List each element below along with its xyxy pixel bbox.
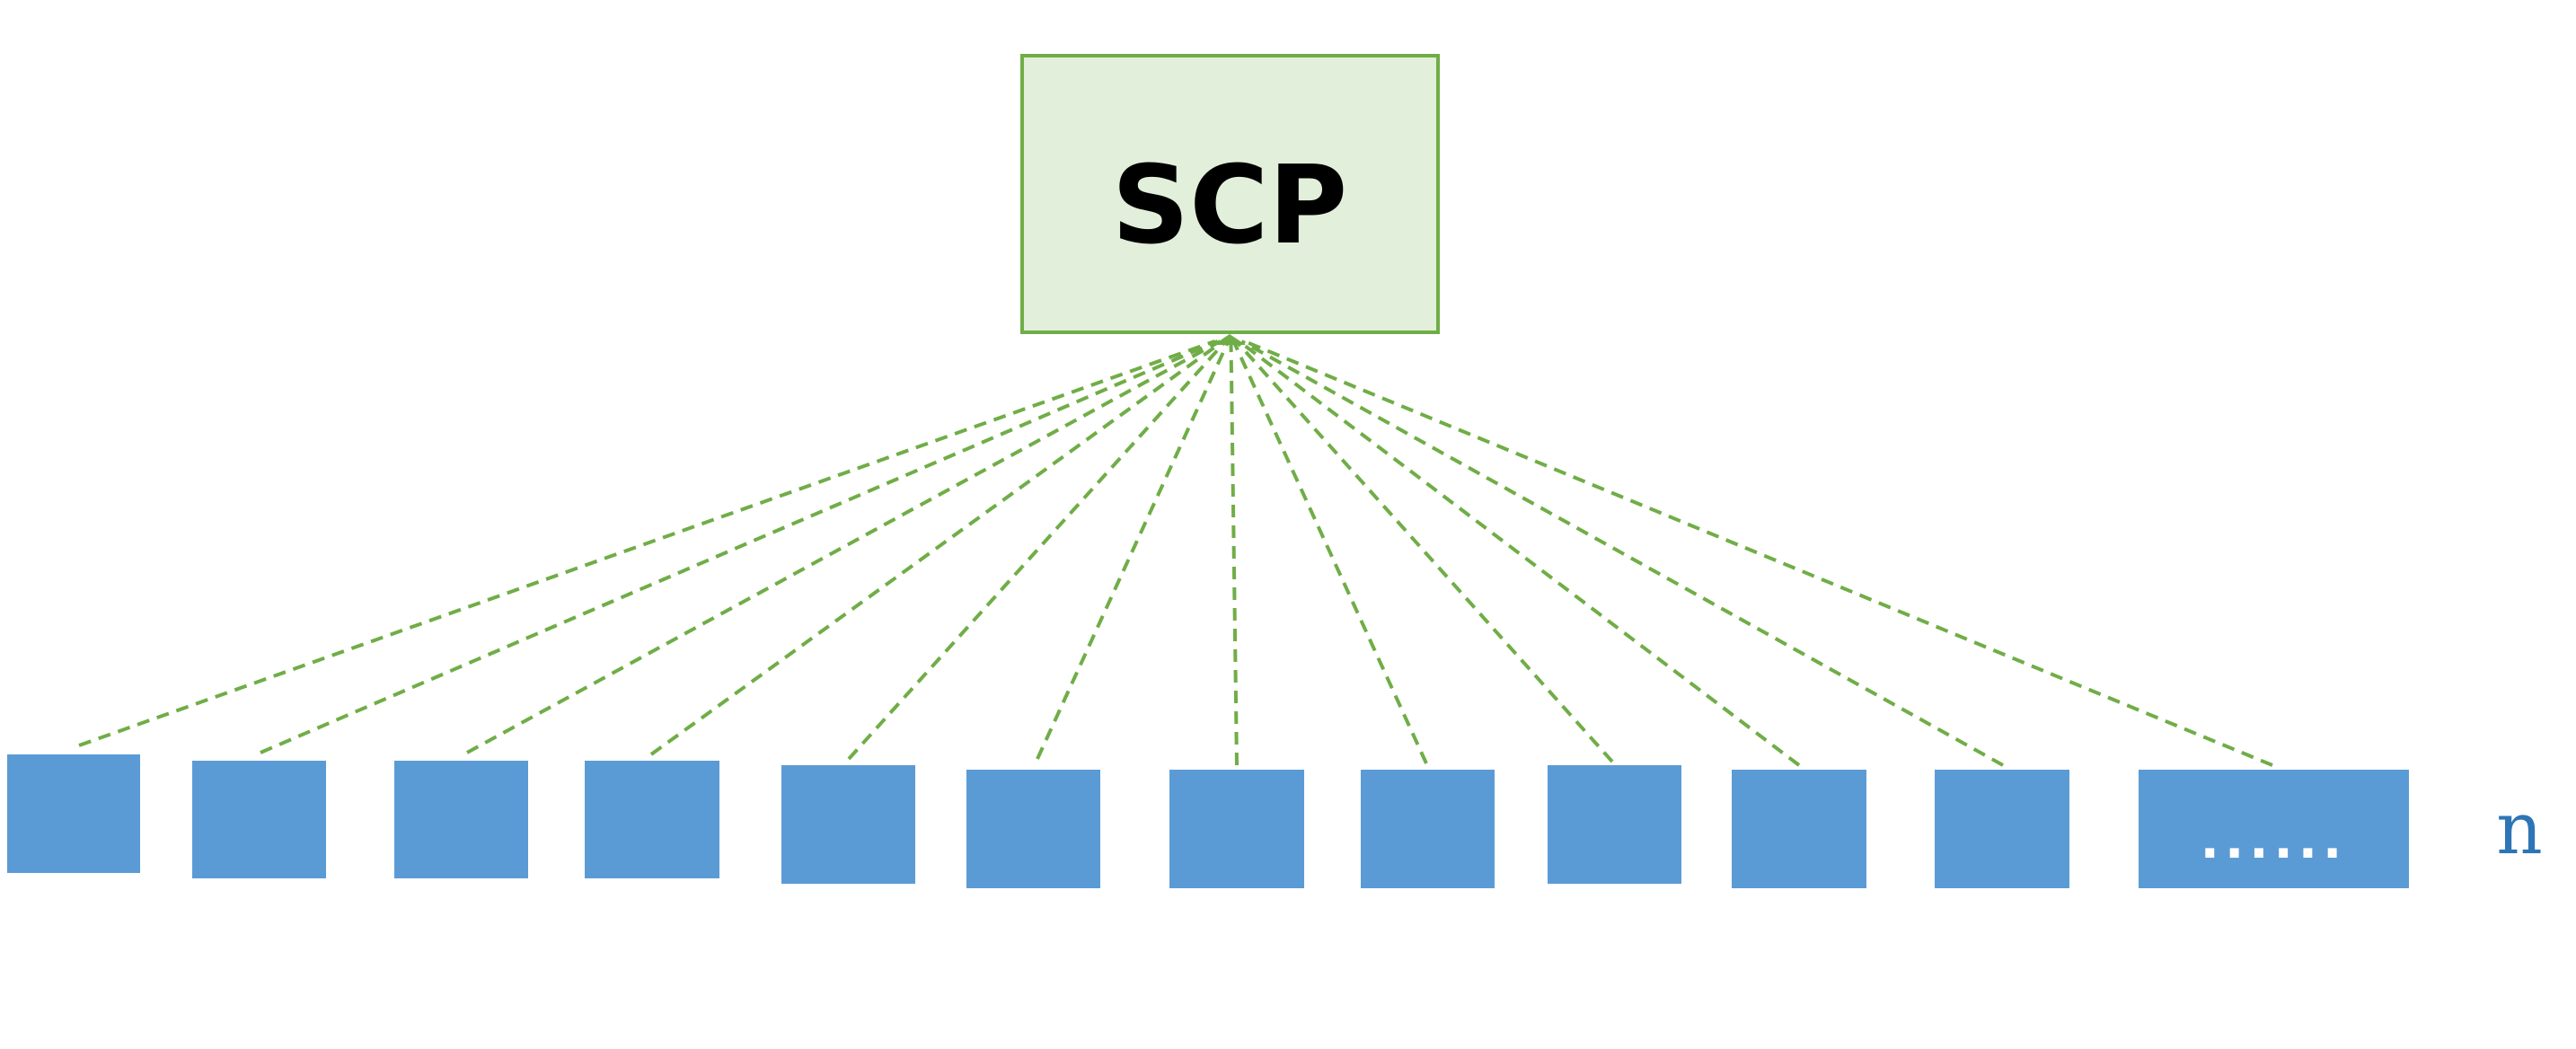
connector-line — [847, 339, 1227, 761]
connector-line — [1229, 340, 1239, 766]
member-node-box — [394, 761, 528, 878]
member-node-box — [1361, 770, 1495, 888]
connector-line — [466, 339, 1222, 754]
connector-arrowhead — [1213, 334, 1246, 345]
scp-label: SCP — [1112, 144, 1347, 269]
connector-line — [1231, 340, 1428, 764]
connector-line — [78, 339, 1216, 747]
member-node-box — [1169, 770, 1304, 888]
connector-line — [1235, 339, 1614, 763]
member-node-box — [1935, 770, 2069, 888]
member-nodes: ...... — [7, 754, 2409, 888]
connector-line — [260, 339, 1219, 754]
connector-line — [1036, 340, 1231, 760]
member-node-box — [1732, 770, 1866, 888]
connector-lines — [78, 334, 2273, 767]
ellipsis-label: ...... — [2201, 812, 2348, 870]
member-node-box — [7, 754, 140, 873]
connector-line — [1238, 339, 1801, 767]
member-node-box — [1548, 765, 1681, 884]
connector-line — [649, 339, 1224, 756]
connector-line — [1240, 339, 2004, 767]
member-node-box — [966, 770, 1100, 888]
scp-box — [1020, 54, 1440, 334]
member-node-box — [781, 765, 915, 884]
member-node-box — [192, 761, 326, 878]
n-label: n — [2496, 787, 2543, 870]
ellipsis-node-box — [2139, 770, 2409, 888]
member-node-box — [585, 761, 719, 878]
